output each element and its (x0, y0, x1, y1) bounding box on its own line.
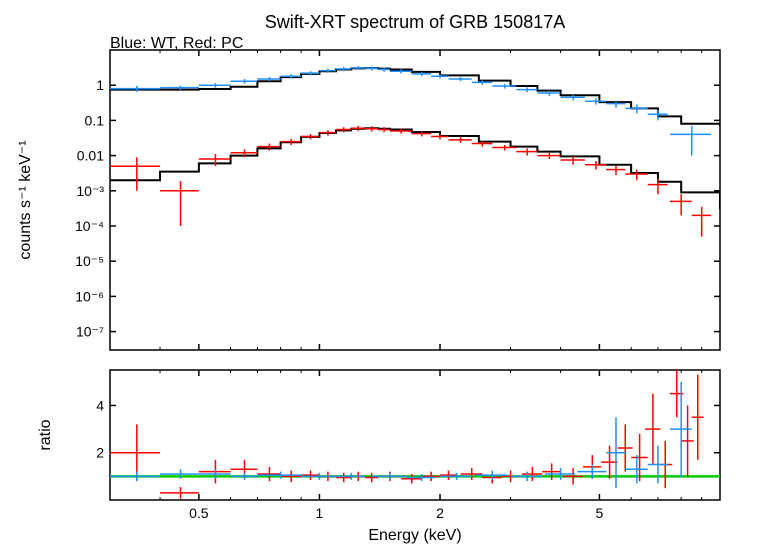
y-axis-label-bottom: ratio (37, 419, 54, 450)
svg-text:10⁻⁴: 10⁻⁴ (75, 218, 104, 234)
svg-text:1: 1 (96, 77, 104, 93)
svg-text:10⁻⁵: 10⁻⁵ (75, 253, 104, 269)
svg-text:1: 1 (316, 505, 324, 521)
svg-text:10⁻⁷: 10⁻⁷ (76, 324, 104, 340)
spectrum-plot: Swift-XRT spectrum of GRB 150817ABlue: W… (0, 0, 758, 556)
chart-title: Swift-XRT spectrum of GRB 150817A (265, 12, 565, 32)
svg-text:10⁻⁶: 10⁻⁶ (75, 288, 104, 304)
svg-text:2: 2 (436, 505, 444, 521)
svg-text:2: 2 (96, 445, 104, 461)
svg-text:0.1: 0.1 (85, 112, 105, 128)
svg-text:5: 5 (596, 505, 604, 521)
x-axis-label: Energy (keV) (368, 527, 461, 544)
svg-text:0.5: 0.5 (189, 505, 209, 521)
y-axis-label-top: counts s⁻¹ keV⁻¹ (17, 140, 34, 259)
svg-text:4: 4 (96, 397, 104, 413)
svg-text:10⁻³: 10⁻³ (76, 183, 104, 199)
svg-text:0.01: 0.01 (77, 148, 104, 164)
